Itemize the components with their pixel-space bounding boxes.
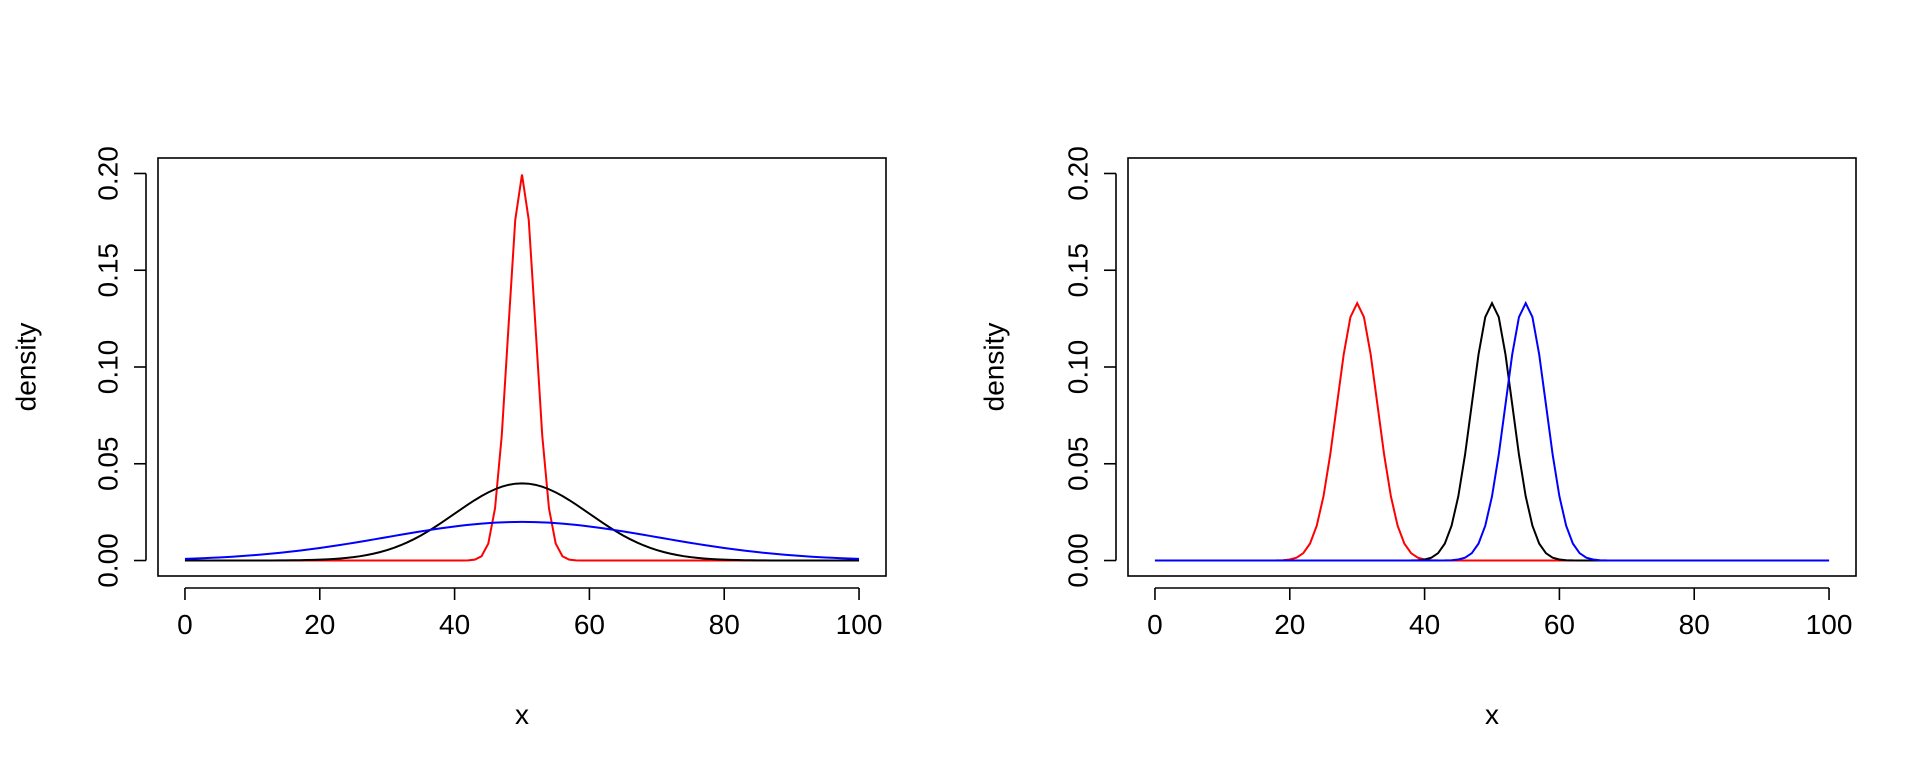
x-tick-label: 100	[836, 609, 883, 640]
x-tick-label: 80	[709, 609, 740, 640]
x-tick-label: 40	[1409, 609, 1440, 640]
density-curve-2	[1154, 300, 1830, 562]
plot-frame	[1127, 157, 1857, 577]
plot-frame	[157, 157, 887, 577]
y-tick-label: 0.15	[1062, 243, 1093, 298]
density-curve-0	[1154, 300, 1830, 562]
x-tick-label: 0	[177, 609, 193, 640]
x-tick-label: 60	[574, 609, 605, 640]
y-tick-label: 0.15	[92, 243, 123, 298]
x-tick-label: 20	[1274, 609, 1305, 640]
x-tick-label: 100	[1806, 609, 1853, 640]
y-tick-label: 0.00	[1062, 533, 1093, 588]
y-axis-label: density	[10, 323, 41, 412]
density-curve-0	[184, 174, 860, 562]
y-tick-label: 0.10	[92, 340, 123, 395]
density-curve-1	[184, 482, 860, 562]
y-tick-label: 0.20	[1062, 146, 1093, 201]
y-tick-label: 0.20	[92, 146, 123, 201]
x-axis-label: x	[515, 699, 529, 730]
x-tick-label: 80	[1679, 609, 1710, 640]
y-tick-label: 0.05	[92, 437, 123, 492]
x-axis-label: x	[1485, 699, 1499, 730]
x-tick-label: 20	[304, 609, 335, 640]
x-tick-label: 40	[439, 609, 470, 640]
left-density-chart: 0 20 40 60 80 100 x 0.00 0.05 0.10 0.15 0.20 density	[10, 146, 887, 730]
x-tick-label: 0	[1147, 609, 1163, 640]
density-curve-2	[184, 520, 860, 560]
y-tick-label: 0.00	[92, 533, 123, 588]
y-axis-label: density	[978, 323, 1009, 412]
right-density-chart: 0 20 40 60 80 100 x 0.00 0.05 0.10 0.15 0.20 density	[978, 146, 1857, 730]
y-tick-label: 0.10	[1062, 340, 1093, 395]
density-curve-1	[1154, 300, 1830, 562]
y-tick-label: 0.05	[1062, 437, 1093, 492]
x-tick-label: 60	[1544, 609, 1575, 640]
